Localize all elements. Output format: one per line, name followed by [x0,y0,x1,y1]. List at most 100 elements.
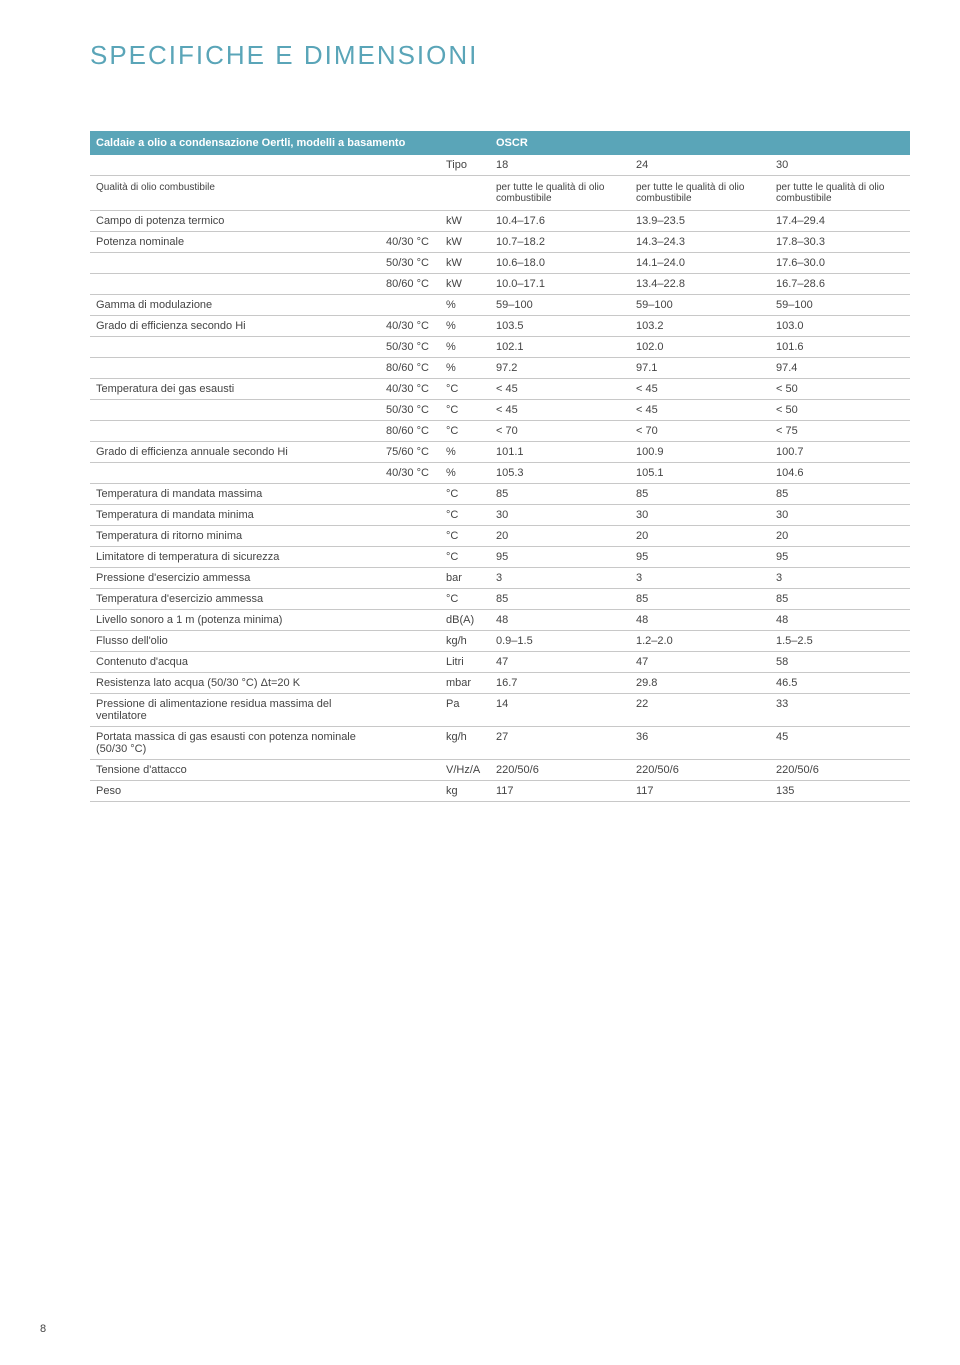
row-unit: kW [440,211,490,232]
row-condition: 40/30 °C [380,232,440,253]
row-value: < 45 [490,379,630,400]
row-value: 16.7 [490,673,630,694]
row-label: Pressione d'esercizio ammessa [90,568,380,589]
row-label: Grado di efficienza annuale secondo Hi [90,442,380,463]
table-row: Gamma di modulazione%59–10059–10059–100 [90,295,910,316]
page: SPECIFICHE E DIMENSIONI Caldaie a olio a… [0,0,960,1365]
row-condition [380,694,440,727]
row-condition [380,568,440,589]
row-condition [380,781,440,802]
row-value: 20 [490,526,630,547]
row-value: 22 [630,694,770,727]
table-row: Resistenza lato acqua (50/30 °C) Δt=20 K… [90,673,910,694]
tipo-value: 30 [770,155,910,176]
row-condition [380,211,440,232]
row-unit: % [440,295,490,316]
row-condition [380,484,440,505]
row-value: 3 [490,568,630,589]
row-label [90,463,380,484]
row-unit: V/Hz/A [440,760,490,781]
row-value: 97.1 [630,358,770,379]
table-row: 50/30 °CkW10.6–18.014.1–24.017.6–30.0 [90,253,910,274]
table-row: Temperatura di mandata minima°C303030 [90,505,910,526]
table-row: Temperatura di ritorno minima°C202020 [90,526,910,547]
row-value: 105.3 [490,463,630,484]
row-value: 100.7 [770,442,910,463]
row-value: < 70 [490,421,630,442]
row-condition: 40/30 °C [380,316,440,337]
row-value: 220/50/6 [490,760,630,781]
row-value: 10.6–18.0 [490,253,630,274]
tipo-row: Tipo 18 24 30 [90,155,910,176]
row-value: 29.8 [630,673,770,694]
row-label: Tensione d'attacco [90,760,380,781]
row-value: 47 [490,652,630,673]
row-value: 59–100 [770,295,910,316]
row-value: 105.1 [630,463,770,484]
table-row: 50/30 °C°C< 45< 45< 50 [90,400,910,421]
row-unit: °C [440,589,490,610]
row-value: 103.0 [770,316,910,337]
row-condition [380,631,440,652]
table-body: Campo di potenza termicokW10.4–17.613.9–… [90,211,910,802]
row-unit: °C [440,400,490,421]
row-label [90,337,380,358]
row-value: < 45 [490,400,630,421]
row-unit: kg/h [440,727,490,760]
row-condition [380,295,440,316]
empty-cell [90,155,380,176]
row-condition: 40/30 °C [380,463,440,484]
row-value: 85 [490,589,630,610]
row-condition: 80/60 °C [380,358,440,379]
row-label [90,400,380,421]
table-row: 80/60 °C%97.297.197.4 [90,358,910,379]
row-label: Limitatore di temperatura di sicurezza [90,547,380,568]
row-unit: °C [440,505,490,526]
row-label: Temperatura dei gas esausti [90,379,380,400]
row-value: 14 [490,694,630,727]
row-value: 48 [770,610,910,631]
row-unit: % [440,442,490,463]
row-condition [380,673,440,694]
row-unit: % [440,337,490,358]
row-label: Pressione di alimentazione residua massi… [90,694,380,727]
row-unit: mbar [440,673,490,694]
page-title: SPECIFICHE E DIMENSIONI [90,40,910,71]
row-value: < 50 [770,379,910,400]
row-label: Peso [90,781,380,802]
qualita-label: Qualità di olio combustibile [90,176,490,211]
row-value: 85 [630,484,770,505]
table-row: Contenuto d'acquaLitri474758 [90,652,910,673]
row-value: 20 [630,526,770,547]
row-unit: °C [440,379,490,400]
table-row: Temperatura d'esercizio ammessa°C858585 [90,589,910,610]
row-condition: 40/30 °C [380,379,440,400]
row-condition [380,760,440,781]
table-row: Livello sonoro a 1 m (potenza minima)dB(… [90,610,910,631]
table-row: Tensione d'attaccoV/Hz/A220/50/6220/50/6… [90,760,910,781]
row-unit: bar [440,568,490,589]
row-value: 3 [630,568,770,589]
row-value: 14.1–24.0 [630,253,770,274]
row-unit: kg/h [440,631,490,652]
row-value: 17.8–30.3 [770,232,910,253]
row-value: 117 [490,781,630,802]
row-value: 10.0–17.1 [490,274,630,295]
row-unit: °C [440,526,490,547]
row-value: 104.6 [770,463,910,484]
qualita-cell: per tutte le qualità di olio combustibil… [630,176,770,211]
table-row: Campo di potenza termicokW10.4–17.613.9–… [90,211,910,232]
row-value: 85 [630,589,770,610]
row-value: 17.4–29.4 [770,211,910,232]
tipo-label: Tipo [440,155,490,176]
row-label: Livello sonoro a 1 m (potenza minima) [90,610,380,631]
row-label [90,253,380,274]
row-condition: 50/30 °C [380,400,440,421]
row-value: 95 [630,547,770,568]
tipo-value: 18 [490,155,630,176]
row-value: 1.5–2.5 [770,631,910,652]
page-number: 8 [40,1323,46,1335]
row-unit: % [440,463,490,484]
row-label: Temperatura di ritorno minima [90,526,380,547]
row-unit: % [440,358,490,379]
